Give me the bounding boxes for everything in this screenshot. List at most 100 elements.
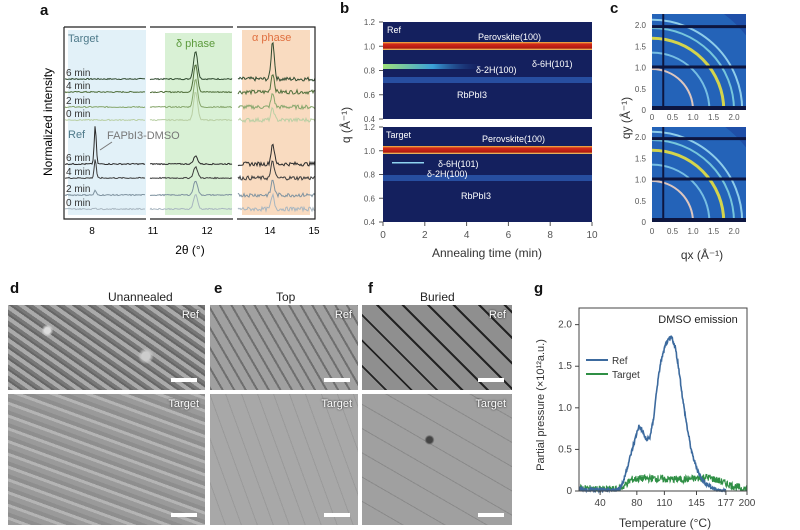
xrd-trace [64,90,146,94]
y-axis-label: q (Å⁻¹) [338,107,353,143]
y-tick: 1.2 [364,123,376,132]
x-tick: 2.0 [728,113,740,122]
y-tick: 0.4 [364,218,376,227]
band-label: δ-2H(100) [476,65,517,75]
panel-label-d: d [10,280,20,297]
x-tick: 177 [718,498,735,509]
y-tick: 1.0 [558,403,572,414]
band-label: Perovskite(100) [482,134,545,144]
xrd-trace [237,143,316,168]
xrd-trace [149,64,233,94]
legend-label-target: Target [612,370,640,381]
x-tick: 145 [688,498,705,509]
giwaxs-2d-patterns: 2.01.51.00.500 0.5 1.0 1.5 2.02.01.51.00.500… [618,14,746,262]
in-situ-giwaxs-heatmap: Ref Perovskite(100) δ-2H(100) δ-6H(101) … [338,18,598,260]
delta-region [165,33,232,215]
y-tick: 0 [566,486,572,497]
band-label: RbPbI3 [457,90,487,100]
time-label: 0 min [66,198,90,209]
delta-2h-band [383,64,483,69]
xrd-trace [237,179,316,199]
y-tick: 0 [642,106,647,115]
x-axis-label: qx (Å⁻¹) [681,247,723,262]
rbpbi3-band [383,175,592,181]
group-label-ref: Ref [68,129,86,141]
scale-bar [171,378,197,382]
y-tick: 0.8 [364,171,376,180]
x-tick: 1.0 [687,113,699,122]
x-tick: 11 [148,226,159,237]
xrd-trace [64,77,146,81]
y-tick: 2.0 [635,21,647,30]
y-tick: 0.6 [364,91,376,100]
x-tick: 1.5 [708,227,720,236]
x-tick: 15 [308,226,320,237]
x-axis-label: Annealing time (min) [432,246,542,260]
sample-label: Ref [181,309,199,321]
x-tick: 0 [650,227,655,236]
y-tick: 1.2 [364,18,376,27]
scale-bar [478,513,504,517]
x-tick: 4 [464,230,470,241]
band-label: δ-6H(101) [532,59,573,69]
group-label-target: Target [68,33,99,45]
x-tick: 0 [380,230,386,241]
x-tick: 1.5 [708,113,720,122]
scale-bar [324,513,350,517]
y-tick: 0.5 [635,85,647,94]
xrd-chart: 8 11 12 14 15 2θ (°) Normalized intensit… [41,20,320,257]
xrd-trace [149,165,233,180]
x-tick: 40 [595,498,607,509]
xrd-trace [149,91,233,122]
dmso-region [68,30,146,215]
alpha-region [242,30,310,215]
x-axis-label: 2θ (°) [175,243,204,257]
xrd-trace [64,159,146,180]
sem-image-top-target: Target [210,394,358,525]
y-tick: 2.0 [558,320,572,331]
x-tick: 8 [89,226,95,237]
x-axis-label: Temperature (°C) [619,516,711,530]
y-tick: 1.0 [635,64,647,73]
axes-frame [578,307,748,492]
delta-phase-label: δ phase [176,38,215,50]
x-tick: 0 [650,113,655,122]
y-tick: 1.5 [635,154,647,163]
xrd-trace [237,160,316,181]
legend-label-ref: Ref [612,356,628,367]
panel-label-b: b [340,0,350,17]
rbpbi3-band [383,77,592,83]
x-tick: 2 [422,230,428,241]
x-tick: 200 [739,498,756,509]
sample-label: Ref [488,309,506,321]
sample-label: Target [321,398,352,410]
xrd-trace [64,189,146,197]
band-label: δ-6H(101) [438,159,479,169]
xrd-trace [64,207,146,211]
band-label: RbPbI3 [461,191,491,201]
band-label: Perovskite(100) [478,32,541,42]
chart-title: DMSO emission [658,314,737,326]
sample-label: Ref [334,309,352,321]
time-label: 6 min [66,153,90,164]
y-tick: 1.0 [364,42,376,51]
panel-label-g: g [534,280,544,297]
panel-label-f: f [368,280,373,297]
xrd-trace [149,155,233,166]
xrd-trace [64,126,146,166]
sem-image-unannealed-target: Target [8,394,205,525]
xrd-trace [237,93,316,111]
perovskite-band [383,42,592,50]
heatmap-title: Target [386,130,412,140]
y-tick: 0 [642,218,647,227]
perovskite-band [383,146,592,154]
dmso-arrow [99,141,113,151]
panel-title-top: Top [276,290,296,304]
x-tick: 0.5 [667,113,679,122]
heatmap-title: Ref [387,25,402,35]
x-tick: 80 [631,498,643,509]
alpha-phase-label: α phase [252,32,291,44]
y-axis-label: Partial pressure (×10¹²a.u.) [535,339,547,471]
x-tick: 8 [547,230,553,241]
y-tick: 0.4 [364,115,376,124]
